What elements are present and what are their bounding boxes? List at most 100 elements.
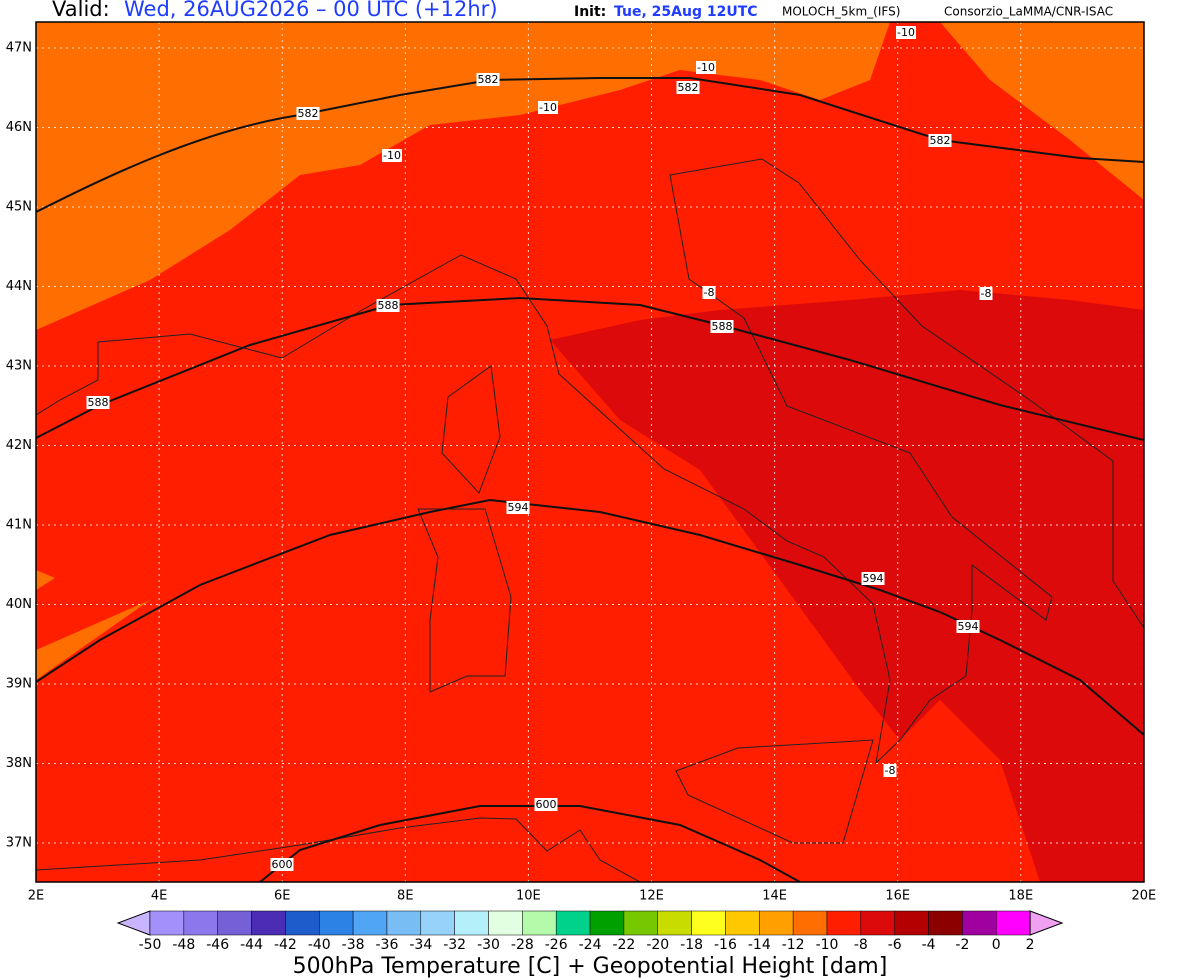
contour-line [36, 77, 1144, 213]
colorbar-arrow [1029, 910, 1064, 936]
colorbar-box [149, 910, 185, 936]
colorbar-label: -14 [748, 937, 771, 953]
colorbar-box [691, 910, 726, 936]
colorbar-box [319, 910, 354, 936]
contour-line [259, 805, 801, 882]
colorbar-label: 0 [992, 937, 1001, 953]
lon-label: 10E [516, 889, 541, 904]
contour-label: 594 [508, 501, 529, 514]
colorbar-label: -6 [888, 937, 902, 953]
contour-label-box [86, 396, 110, 409]
coastline [36, 817, 641, 882]
colorbar-label: -12 [782, 937, 805, 953]
temperature-field [550, 290, 1144, 882]
colorbar-title: 500hPa Temperature [C] + Geopotential He… [293, 954, 888, 979]
contour-label: -10 [897, 26, 915, 39]
contour-label: 588 [378, 299, 399, 312]
lon-label: 6E [274, 889, 291, 904]
colorbar-box [996, 910, 1031, 936]
lat-label: 40N [6, 597, 32, 612]
coastline [675, 739, 874, 844]
valid-label: Valid: [52, 0, 110, 21]
colorbar-box [725, 910, 760, 936]
lon-label: 8E [397, 889, 414, 904]
colorbar-label: -50 [139, 937, 162, 953]
lat-label: 37N [6, 836, 32, 851]
colorbar-label: -26 [545, 937, 568, 953]
contour-label-box [538, 101, 558, 114]
lon-label: 16E [885, 889, 910, 904]
colorbar-label: -44 [240, 937, 263, 953]
coastline [36, 158, 1144, 765]
contour-label-box [382, 149, 402, 162]
colorbar-box [962, 910, 997, 936]
lat-label: 46N [6, 120, 32, 135]
colorbar-label: -30 [477, 937, 500, 953]
colorbar-box [420, 910, 455, 936]
colorbar-label: 2 [1026, 937, 1035, 953]
contour-line [36, 296, 1144, 441]
contour-label: 600 [536, 798, 557, 811]
contour-label-box [676, 81, 700, 94]
colorbar-label: -46 [206, 937, 229, 953]
colorbar-label: -10 [816, 937, 839, 953]
contour-label: -8 [704, 286, 715, 299]
contour-label-box [702, 286, 716, 299]
init-time: Tue, 25Aug 12UTC [614, 4, 758, 20]
contour-label-box [476, 73, 500, 86]
colorbar-label: -2 [955, 937, 969, 953]
lat-label: 39N [6, 677, 32, 692]
colorbar-label: -18 [680, 937, 703, 953]
init-label: Init: [574, 4, 606, 20]
contour-label-box [861, 572, 885, 585]
contour-label-box [696, 61, 716, 74]
colorbar: -50 -48 -46 -44 -42 -40 -38 -36 -34 -32 -30 -28 -26-… [116, 910, 1064, 953]
contour-label: 582 [298, 107, 319, 120]
contour-label: -8 [981, 287, 992, 300]
lat-label: 43N [6, 359, 32, 374]
contour-label-box [534, 798, 558, 811]
map-frame [35, 21, 1145, 883]
colorbar-box [623, 910, 659, 936]
lon-label: 12E [639, 889, 664, 904]
colorbar-box [285, 910, 320, 936]
colorbar-box [928, 910, 963, 936]
colorbar-box [251, 910, 286, 936]
contour-label: 588 [712, 320, 733, 333]
contour-label-box [506, 501, 530, 514]
contour-label-box [956, 620, 980, 633]
lon-label: 2E [28, 889, 45, 904]
contour-label-box [928, 134, 952, 147]
colorbar-label: -36 [376, 937, 399, 953]
contour-label: -10 [539, 101, 557, 114]
contour-label: 582 [930, 134, 951, 147]
contour-line [36, 498, 1144, 736]
colorbar-label: -16 [714, 937, 737, 953]
colorbar-label: -4 [922, 937, 936, 953]
colorbar-box [217, 910, 252, 936]
colorbar-label: -28 [511, 937, 534, 953]
lon-label: 14E [762, 889, 787, 904]
contour-label-box [896, 26, 916, 39]
contour-label: -8 [885, 764, 896, 777]
colorbar-label: -48 [172, 937, 195, 953]
contour-label: 594 [863, 572, 884, 585]
lat-label: 41N [6, 518, 32, 533]
model-name: MOLOCH_5km_(IFS) [782, 5, 900, 19]
contour-label: 600 [272, 858, 293, 871]
temperature-field [36, 22, 890, 330]
colorbar-label: -34 [409, 937, 432, 953]
temperature-field [36, 570, 150, 680]
lat-label: 42N [6, 438, 32, 453]
contour-label: -10 [383, 149, 401, 162]
colorbar-box [792, 910, 828, 936]
lat-label: 47N [6, 41, 32, 56]
colorbar-label: -32 [443, 937, 466, 953]
colorbar-box [759, 910, 794, 936]
colorbar-box [454, 910, 489, 936]
contour-label-box [883, 764, 897, 777]
contour-label: 582 [678, 81, 699, 94]
valid-time: Wed, 26AUG2026 – 00 UTC (+12hr) [124, 0, 498, 21]
colorbar-box [589, 910, 625, 936]
colorbar-box [826, 910, 862, 936]
